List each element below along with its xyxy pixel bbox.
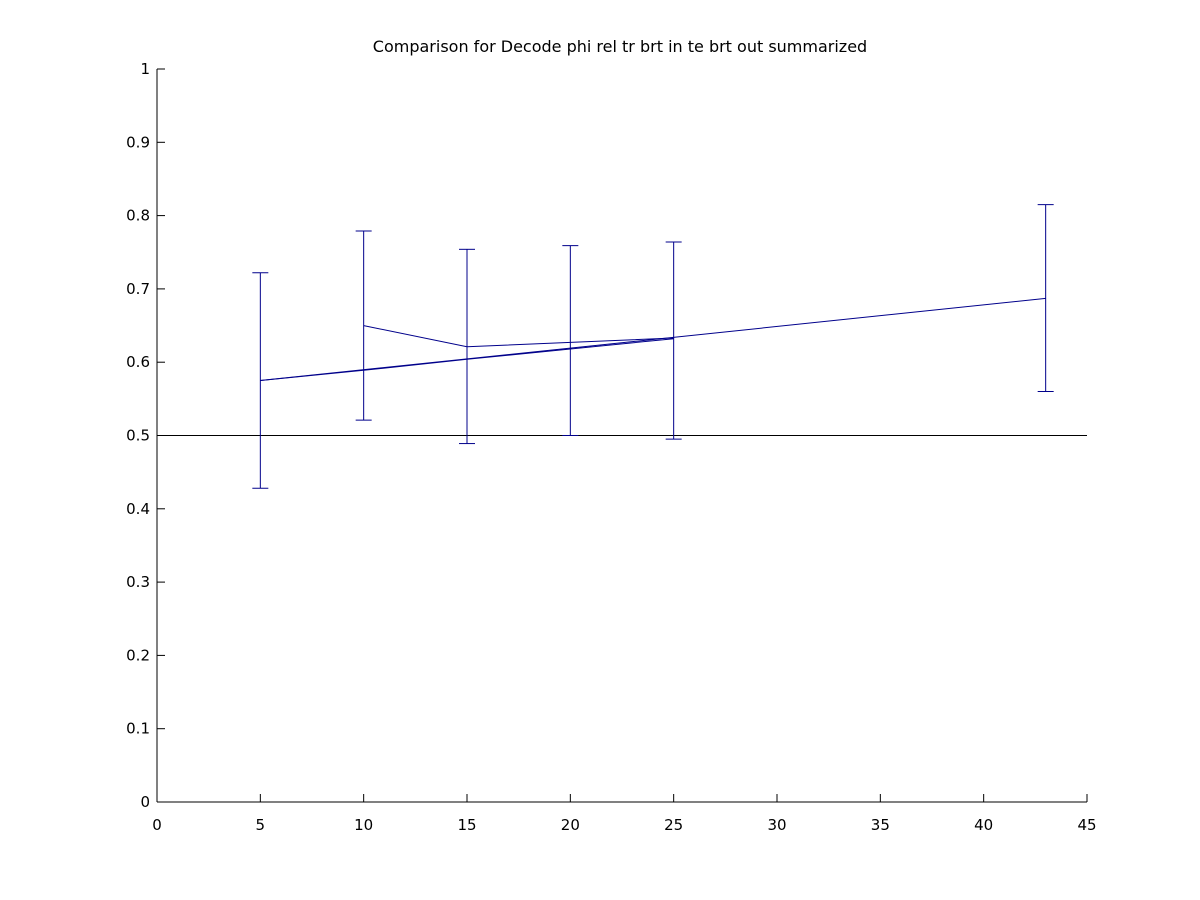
- y-tick-label: 0.2: [126, 646, 150, 664]
- x-tick-label: 30: [767, 816, 786, 834]
- x-tick-label: 45: [1077, 816, 1096, 834]
- x-tick-label: 35: [871, 816, 890, 834]
- y-tick-label: 0.9: [126, 133, 150, 151]
- x-tick-label: 15: [457, 816, 476, 834]
- x-tick-label: 10: [354, 816, 373, 834]
- y-tick-label: 0.5: [126, 427, 150, 445]
- plot-area: 0 5 10 15 20 25 30 35 40 45 0 0.1 0.2 0.3 0.4 0.5 0.6 0.7…: [126, 60, 1096, 834]
- y-tick-label: 0: [140, 793, 150, 811]
- x-tick-label: 20: [561, 816, 580, 834]
- x-tick-label: 25: [664, 816, 683, 834]
- y-tick-label: 0.7: [126, 280, 150, 298]
- y-tick-label: 0.1: [126, 720, 150, 738]
- x-tick-label: 40: [974, 816, 993, 834]
- chart-title: Comparison for Decode phi rel tr brt in …: [373, 37, 867, 56]
- y-tick-label: 0.3: [126, 573, 150, 591]
- y-tick-label: 0.6: [126, 353, 150, 371]
- y-tick-label: 0.4: [126, 500, 150, 518]
- series-line: [260, 297, 1046, 381]
- x-tick-label: 0: [152, 816, 162, 834]
- y-tick-label: 1: [140, 60, 150, 78]
- x-tick-label: 5: [256, 816, 266, 834]
- y-tick-label: 0.8: [126, 207, 150, 225]
